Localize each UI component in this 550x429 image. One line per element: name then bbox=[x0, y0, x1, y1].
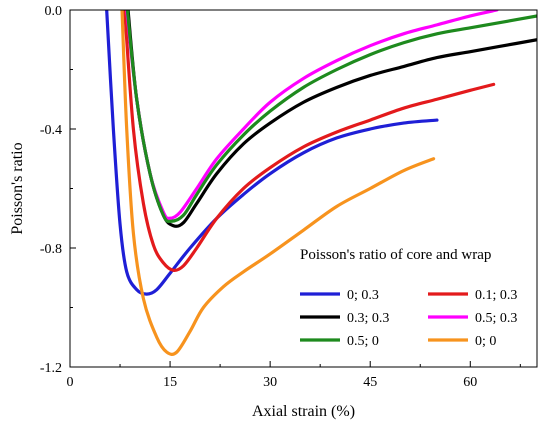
series-line-4 bbox=[125, 10, 537, 224]
legend-label-3: 0.5; 0.3 bbox=[475, 311, 517, 326]
series-layer bbox=[105, 10, 537, 356]
y-axis-title: Poisson's ratio bbox=[9, 142, 26, 234]
x-tick-label: 15 bbox=[163, 375, 177, 390]
legend-label-1: 0.1; 0.3 bbox=[475, 288, 517, 303]
x-tick-label: 0 bbox=[67, 375, 74, 390]
y-tick-label: 0.0 bbox=[45, 4, 63, 19]
x-tick-label: 45 bbox=[363, 375, 377, 390]
legend-label-2: 0.3; 0.3 bbox=[347, 311, 389, 326]
legend: Poisson's ratio of core and wrap 0; 0.3 0… bbox=[300, 247, 517, 349]
series-line-1 bbox=[123, 10, 496, 273]
series-line-5 bbox=[120, 10, 436, 356]
ticks-layer: 0 15 30 45 60 0.0 -0.4 -0.8 -1.2 bbox=[40, 4, 521, 390]
y-tick-label: -0.8 bbox=[40, 242, 62, 257]
x-tick-label: 30 bbox=[263, 375, 277, 390]
legend-label-4: 0.5; 0 bbox=[347, 334, 379, 349]
series-line-0 bbox=[105, 10, 439, 296]
legend-label-5: 0; 0 bbox=[475, 334, 496, 349]
legend-label-0: 0; 0.3 bbox=[347, 288, 379, 303]
legend-title: Poisson's ratio of core and wrap bbox=[300, 247, 491, 263]
x-tick-label: 60 bbox=[463, 375, 477, 390]
y-tick-label: -1.2 bbox=[40, 361, 62, 376]
y-tick-label: -0.4 bbox=[40, 123, 62, 138]
x-axis-title: Axial strain (%) bbox=[252, 403, 355, 420]
